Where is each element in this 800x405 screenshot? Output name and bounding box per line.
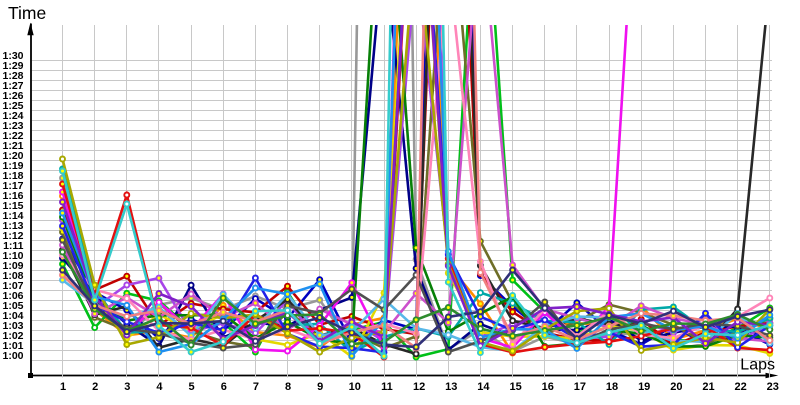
svg-text:Laps: Laps <box>740 357 775 374</box>
svg-text:1:23: 1:23 <box>2 120 23 132</box>
svg-text:16: 16 <box>542 381 554 393</box>
svg-text:1:02: 1:02 <box>2 330 23 342</box>
svg-text:1:09: 1:09 <box>2 260 23 272</box>
svg-text:23: 23 <box>767 381 779 393</box>
svg-text:6: 6 <box>221 381 227 393</box>
svg-text:5: 5 <box>189 381 195 393</box>
svg-text:1:16: 1:16 <box>2 190 23 202</box>
svg-text:1:04: 1:04 <box>2 310 23 322</box>
svg-text:1:00: 1:00 <box>2 350 23 362</box>
svg-text:1:14: 1:14 <box>2 210 23 222</box>
svg-text:10: 10 <box>349 381 361 393</box>
svg-text:4: 4 <box>156 381 163 393</box>
svg-text:17: 17 <box>574 381 586 393</box>
svg-text:3: 3 <box>124 381 130 393</box>
svg-text:21: 21 <box>702 381 714 393</box>
svg-text:19: 19 <box>638 381 650 393</box>
svg-text:11: 11 <box>381 381 393 393</box>
svg-text:12: 12 <box>413 381 425 393</box>
svg-text:1:12: 1:12 <box>2 230 23 242</box>
svg-text:8: 8 <box>285 381 291 393</box>
svg-text:1:24: 1:24 <box>2 110 23 122</box>
svg-text:20: 20 <box>670 381 682 393</box>
svg-text:22: 22 <box>734 381 746 393</box>
svg-text:1:25: 1:25 <box>2 100 23 112</box>
svg-text:18: 18 <box>606 381 618 393</box>
svg-text:1:15: 1:15 <box>2 200 23 212</box>
svg-text:1:26: 1:26 <box>2 90 23 102</box>
svg-text:1:11: 1:11 <box>3 240 24 252</box>
svg-text:1:06: 1:06 <box>2 290 23 302</box>
svg-text:15: 15 <box>509 381 521 393</box>
svg-text:1:22: 1:22 <box>2 130 23 142</box>
svg-text:1:30: 1:30 <box>2 50 23 62</box>
svg-text:1:10: 1:10 <box>2 250 23 262</box>
svg-text:1:08: 1:08 <box>2 270 23 282</box>
svg-text:7: 7 <box>253 381 259 393</box>
svg-text:1:28: 1:28 <box>2 70 23 82</box>
svg-text:1:20: 1:20 <box>2 150 23 162</box>
svg-text:Time: Time <box>8 3 46 23</box>
svg-text:1:05: 1:05 <box>2 300 23 312</box>
svg-text:1:21: 1:21 <box>2 140 23 152</box>
svg-text:2: 2 <box>92 381 98 393</box>
svg-text:9: 9 <box>317 381 323 393</box>
svg-text:1:29: 1:29 <box>2 60 23 72</box>
svg-text:1:01: 1:01 <box>2 340 23 352</box>
svg-text:1:18: 1:18 <box>2 170 23 182</box>
svg-text:1:13: 1:13 <box>2 220 23 232</box>
svg-text:1:07: 1:07 <box>2 280 23 292</box>
svg-text:1: 1 <box>60 381 66 393</box>
svg-text:14: 14 <box>477 381 490 393</box>
svg-text:1:17: 1:17 <box>2 180 23 192</box>
svg-text:13: 13 <box>445 381 457 393</box>
svg-text:1:27: 1:27 <box>2 80 23 92</box>
svg-text:1:03: 1:03 <box>2 320 23 332</box>
svg-text:1:19: 1:19 <box>2 160 23 172</box>
